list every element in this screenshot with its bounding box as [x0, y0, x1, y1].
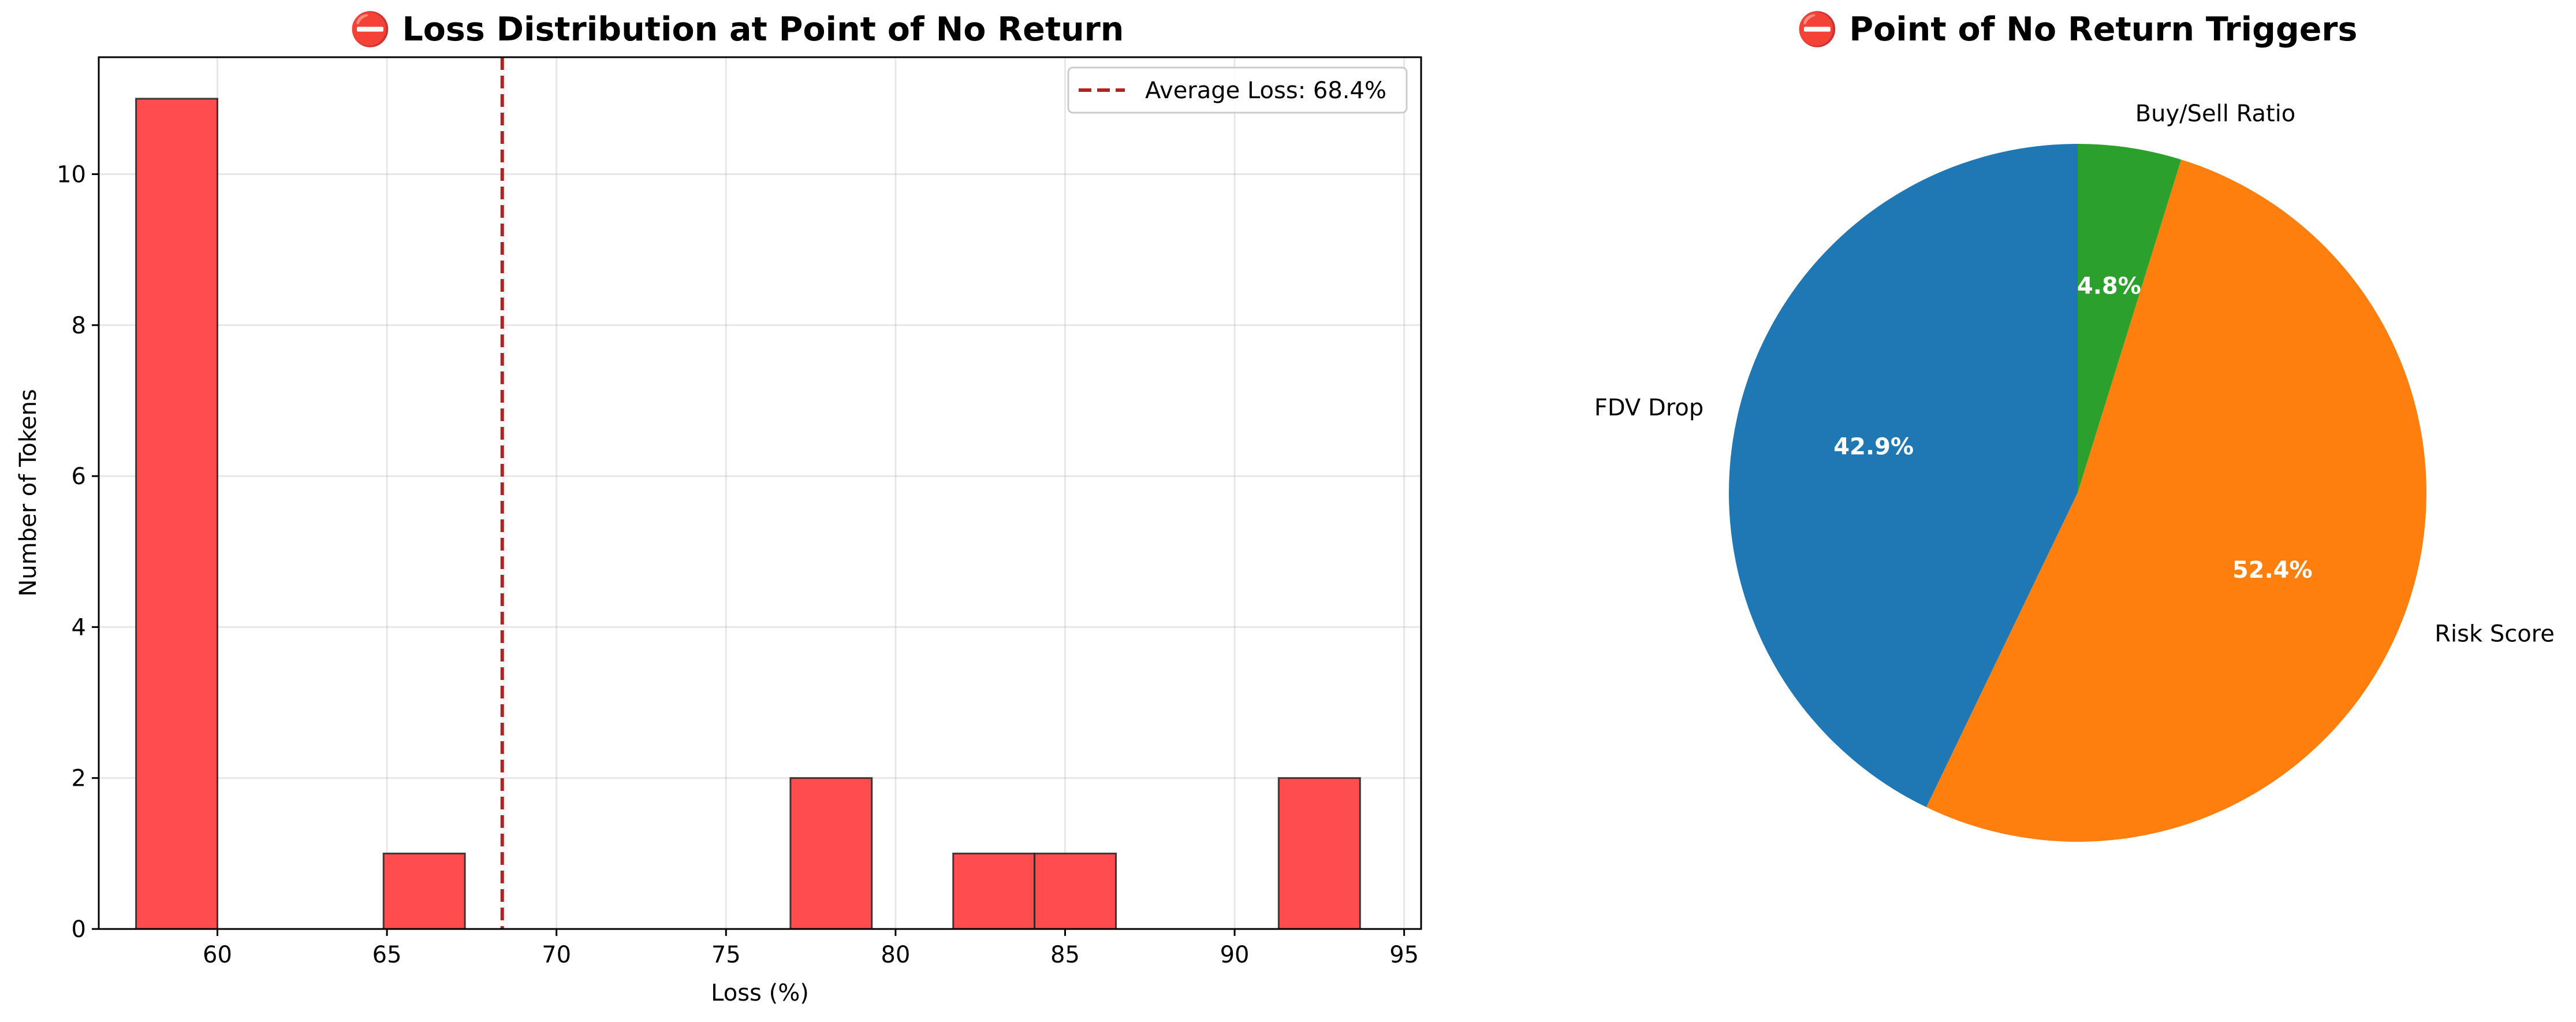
pie-percent-risk-score: 52.4%	[2232, 557, 2313, 584]
y-tick-label: 6	[72, 463, 86, 490]
y-tick-label: 8	[72, 313, 86, 339]
pie-slice-fdv-drop	[1729, 144, 2078, 808]
pie-labels: FDV Drop 42.9% Risk Score 52.4% Buy/Sell Rat…	[1594, 101, 2555, 647]
y-tick-label: 4	[72, 614, 86, 641]
legend-box	[1067, 66, 1408, 114]
pie-percent-buy-sell-ratio: 4.8%	[2077, 273, 2141, 300]
legend-entry-average-loss: Average Loss: 68.4%	[1145, 77, 1386, 104]
histogram-bar	[1034, 852, 1117, 930]
histogram-plot-frame	[98, 56, 1422, 930]
histogram-bar	[382, 852, 466, 930]
histogram-bar	[1277, 777, 1361, 930]
pie-chart: ⛔ Point of No Return Triggers FDV Drop 42…	[1594, 10, 2555, 842]
legend: Average Loss: 68.4%	[1067, 66, 1408, 114]
y-axis-label: Number of Tokens	[15, 389, 42, 596]
histogram-grid	[99, 57, 1421, 930]
pie-slice-buy-sell-ratio	[2078, 144, 2182, 493]
histogram-bar	[952, 852, 1036, 930]
x-tick-label: 60	[203, 942, 232, 968]
x-tick-label: 70	[542, 942, 571, 968]
pie-label-fdv-drop: FDV Drop	[1594, 395, 1703, 421]
x-tick-label: 90	[1220, 942, 1250, 968]
x-tick-label: 80	[881, 942, 910, 968]
y-axis-ticks: 0 2 4 6 8 10	[57, 162, 99, 943]
x-axis-ticks: 60 65 70 75 80 85 90 95	[203, 929, 1419, 968]
pie-title: ⛔ Point of No Return Triggers	[1797, 10, 2358, 49]
x-tick-label: 95	[1389, 942, 1419, 968]
histogram-chart: ⛔ Loss Distribution at Point of No Retur…	[15, 10, 1422, 1006]
x-tick-label: 75	[711, 942, 741, 968]
histogram-title: ⛔ Loss Distribution at Point of No Retur…	[350, 10, 1124, 49]
pie-slices	[1729, 144, 2426, 842]
histogram-bar	[135, 98, 219, 930]
pie-label-risk-score: Risk Score	[2435, 620, 2555, 647]
pie-slice-risk-score	[1926, 159, 2426, 842]
x-tick-label: 85	[1050, 942, 1080, 968]
pie-percent-fdv-drop: 42.9%	[1833, 433, 1914, 460]
x-tick-label: 65	[372, 942, 402, 968]
histogram-bars	[135, 98, 1361, 930]
y-tick-label: 0	[72, 916, 86, 943]
histogram-bar	[789, 777, 873, 930]
y-tick-label: 10	[57, 162, 86, 188]
y-tick-label: 2	[72, 765, 86, 792]
pie-label-buy-sell-ratio: Buy/Sell Ratio	[2135, 101, 2296, 127]
x-axis-label: Loss (%)	[711, 980, 809, 1006]
